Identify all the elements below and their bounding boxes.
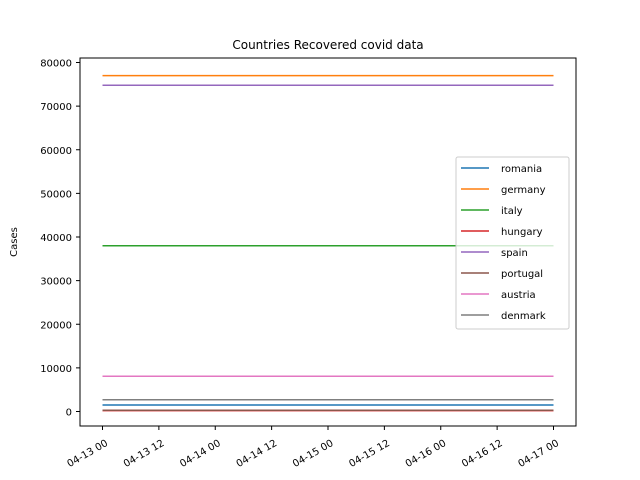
y-tick-label: 80000	[40, 59, 72, 70]
legend-label-germany: germany	[501, 185, 546, 196]
y-tick-label: 60000	[40, 146, 72, 157]
legend-label-romania: romania	[501, 164, 542, 175]
y-tick-label: 10000	[40, 364, 72, 375]
y-tick-label: 0	[66, 408, 72, 419]
chart-title: Countries Recovered covid data	[232, 38, 423, 52]
legend: romania germany italy hungary spain portugal a…	[455, 156, 570, 330]
y-axis: 0 10000 20000 30000 40000 50000 60000 70000 8000…	[40, 59, 80, 419]
legend-label-italy: italy	[501, 206, 523, 217]
y-tick-label: 50000	[40, 189, 72, 200]
y-tick-label: 30000	[40, 277, 72, 288]
y-tick-label: 70000	[40, 102, 72, 113]
legend-label-spain: spain	[501, 248, 528, 259]
legend-box	[455, 156, 570, 330]
y-tick-label: 40000	[40, 233, 72, 244]
y-axis-label: Cases	[9, 227, 20, 257]
y-tick-label: 20000	[40, 320, 72, 331]
legend-label-portugal: portugal	[501, 269, 543, 280]
series-layer	[102, 74, 554, 412]
legend-label-hungary: hungary	[501, 227, 543, 238]
legend-label-austria: austria	[501, 290, 536, 301]
legend-label-denmark: denmark	[501, 311, 546, 322]
